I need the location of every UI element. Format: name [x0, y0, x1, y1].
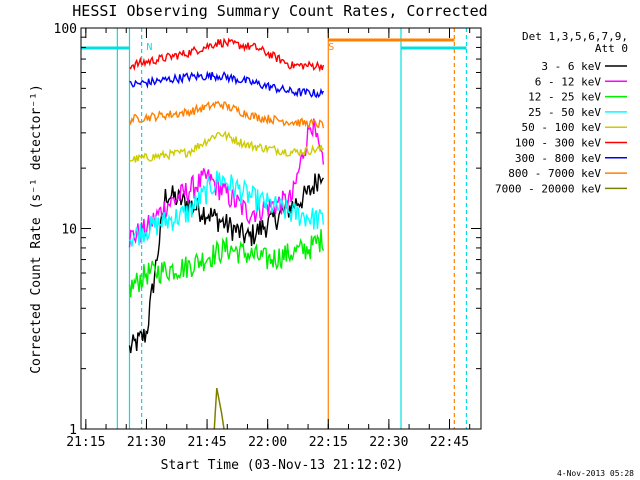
- legend-label: 100 - 300 keV: [515, 137, 601, 150]
- series-line: [129, 170, 325, 247]
- x-tick-label: 22:15: [309, 435, 348, 450]
- legend-label: 300 - 800 keV: [515, 152, 601, 165]
- y-axis-label: Corrected Count Rate (s⁻¹ detector⁻¹): [29, 84, 44, 374]
- legend-label: 6 - 12 keV: [535, 75, 602, 88]
- legend-label: 50 - 100 keV: [522, 121, 602, 134]
- y-tick-label: 1: [69, 423, 77, 438]
- series-line: [129, 37, 325, 73]
- series-line: [128, 173, 324, 354]
- legend: Det 1,3,5,6,7,9,Att 0 3 - 6 keV 6 - 12 keV…: [495, 30, 628, 195]
- x-axis-label: Start Time (03-Nov-13 21:12:02): [161, 458, 404, 473]
- series-line: [129, 130, 324, 163]
- series-line: [129, 70, 325, 99]
- footer-date: 4-Nov-2013 05:28: [557, 469, 634, 478]
- series-line: [213, 387, 225, 430]
- legend-label: 7000 - 20000 keV: [495, 182, 601, 195]
- x-tick-label: 21:45: [187, 435, 226, 450]
- flag-label: N: [146, 42, 152, 53]
- legend-header: Att 0: [595, 42, 628, 55]
- series-line: [128, 100, 325, 129]
- x-tick-label: 21:30: [127, 435, 166, 450]
- series-line: [128, 229, 325, 298]
- legend-label: 800 - 7000 keV: [508, 167, 601, 180]
- legend-label: 3 - 6 keV: [541, 60, 601, 73]
- legend-label: 12 - 25 keV: [528, 91, 601, 104]
- x-tick-label: 22:00: [248, 435, 287, 450]
- chart-title: HESSI Observing Summary Count Rates, Cor…: [72, 2, 487, 20]
- legend-label: 25 - 50 keV: [528, 106, 601, 119]
- y-axis: 1 10 100: [54, 22, 481, 438]
- x-axis: 21:15 21:30 21:45 22:00 22:15 22:30 22:45: [66, 28, 471, 450]
- series-line: [128, 118, 325, 248]
- x-tick-label: 21:15: [66, 435, 105, 450]
- x-tick-label: 22:45: [430, 435, 469, 450]
- x-tick-label: 22:30: [369, 435, 408, 450]
- legend-header: Det 1,3,5,6,7,9,: [522, 30, 628, 43]
- y-tick-label: 10: [61, 223, 77, 238]
- y-tick-label: 100: [54, 22, 77, 37]
- flag-label: S: [328, 42, 334, 53]
